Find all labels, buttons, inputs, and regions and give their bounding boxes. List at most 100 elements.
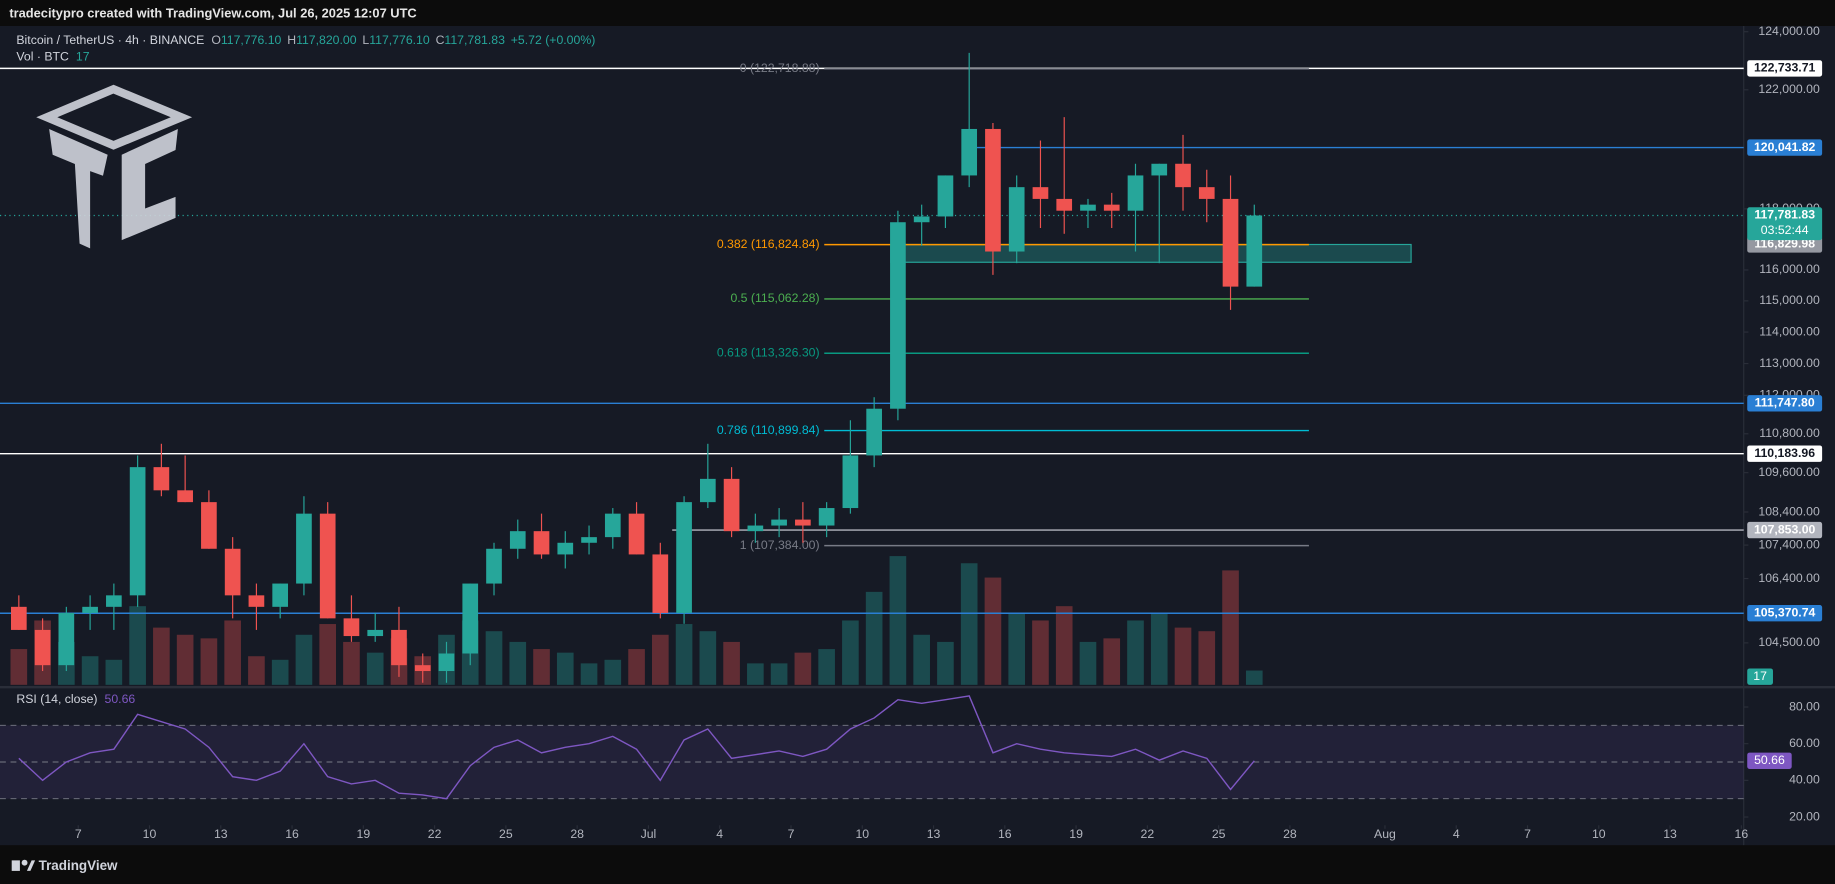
candle-body <box>486 548 502 584</box>
logo <box>36 84 193 249</box>
change: +5.72 (+0.00%) <box>511 33 596 47</box>
volume-bar <box>81 656 99 685</box>
candle-body <box>533 531 550 555</box>
volume-bar <box>1008 613 1026 685</box>
volume-bar <box>675 624 693 685</box>
fib-label: 1 (107,384.00) <box>740 538 820 552</box>
volume-bar <box>865 591 883 685</box>
volume-bar <box>366 652 384 685</box>
x-tick-label: 16 <box>1735 827 1749 841</box>
candle-body <box>1246 215 1263 287</box>
volume-bar <box>1127 620 1144 685</box>
candle-body <box>438 653 455 672</box>
candle-body <box>1151 163 1168 176</box>
ohlc-key: H <box>287 33 296 47</box>
ohlc-value: 117,776.10 <box>369 33 430 47</box>
y-tick-label: 104,500.00 <box>1758 635 1820 649</box>
volume-bar <box>913 634 930 685</box>
volume-bar <box>770 663 788 685</box>
volume-label: Vol · BTC <box>16 50 69 64</box>
volume-bar <box>295 634 313 685</box>
volume-bar <box>818 649 835 685</box>
x-tick-label: 25 <box>499 827 513 841</box>
ohlc-key: O <box>211 33 221 47</box>
candle-body <box>1056 198 1073 211</box>
candle-body <box>391 629 407 666</box>
y-tick-label: 106,400.00 <box>1758 571 1820 585</box>
candle-body <box>890 222 906 409</box>
volume-bar <box>533 649 550 685</box>
volume-bar <box>842 620 859 685</box>
x-tick-label: Jul <box>641 827 657 841</box>
volume-bar <box>652 634 669 685</box>
x-tick-label: 10 <box>855 827 869 841</box>
volume-badge <box>1747 668 1773 685</box>
fib-label: 0.5 (115,062.28) <box>730 291 819 305</box>
fib-label: 0.382 (116,824.84) <box>717 237 820 251</box>
candle-body <box>652 554 669 613</box>
candle-body <box>509 531 526 549</box>
candle-body <box>1222 198 1239 287</box>
volume-bar <box>1198 631 1216 685</box>
price-badge <box>1747 139 1823 156</box>
price-badge-label: 105,370.74 <box>1754 605 1816 619</box>
volume-bar <box>556 652 574 685</box>
volume-bar <box>580 663 598 685</box>
footer-icon <box>21 859 28 866</box>
candle-body <box>581 537 597 543</box>
price-badge-label: 116,829.98 <box>1754 237 1815 251</box>
candle-body <box>866 408 882 456</box>
chart-panel <box>0 25 1835 846</box>
candle-body <box>1032 187 1049 199</box>
candle-body <box>343 618 360 637</box>
x-tick-label: 4 <box>1453 827 1460 841</box>
price-badge-label: 117,781.83 <box>1754 208 1815 222</box>
x-tick-label: 7 <box>1524 827 1531 841</box>
ohlc-key: C <box>436 33 445 47</box>
candle-body <box>367 629 384 637</box>
volume-bar <box>604 659 622 685</box>
candle-body <box>604 513 621 538</box>
volume-bar <box>984 577 1002 685</box>
fib-label: 0.618 (113,326.30) <box>717 345 820 359</box>
volume-bar <box>105 659 123 685</box>
logo-t <box>49 128 108 249</box>
candle-body <box>106 595 122 607</box>
volume-bar <box>10 649 28 685</box>
candle-body <box>1198 187 1215 199</box>
price-badge <box>1747 445 1823 462</box>
rsi-title: RSI (14, close) <box>16 692 97 706</box>
candle-body <box>58 612 75 666</box>
y-tick-label: 108,400.00 <box>1758 504 1820 518</box>
candle-body <box>177 490 193 503</box>
candle-body <box>129 467 146 596</box>
candle-body <box>628 513 645 555</box>
x-tick-label: 13 <box>214 827 228 841</box>
y-tick-label: 124,000.00 <box>1758 24 1820 38</box>
candle-body <box>272 583 289 607</box>
legend-line: Bitcoin / TetherUS · 4h · BINANCE O117,77… <box>16 33 595 47</box>
volume-bar <box>699 631 717 685</box>
volume-last: 17 <box>76 50 90 64</box>
candle-body <box>1080 204 1096 211</box>
y-tick-label: 107,400.00 <box>1758 537 1820 551</box>
candle-body <box>937 175 954 217</box>
candle-body <box>747 525 764 532</box>
y-tick-label: 113,000.00 <box>1759 356 1820 370</box>
candle-body <box>842 455 859 509</box>
volume-bar <box>960 563 978 685</box>
volume-bar <box>1103 638 1121 685</box>
ohlc-value: 117,820.00 <box>296 33 357 47</box>
candle-body <box>557 542 574 555</box>
x-tick-label: 16 <box>285 827 299 841</box>
x-tick-label: 16 <box>998 827 1012 841</box>
candle-body <box>1175 163 1191 188</box>
y-tick-label: 60.00 <box>1789 736 1820 750</box>
volume-bar <box>176 634 194 685</box>
logo-top <box>36 84 193 150</box>
volume-bar <box>248 656 265 685</box>
volume-bar <box>224 620 241 685</box>
price-badge-label: 122,733.71 <box>1754 61 1816 75</box>
candle-body <box>676 502 692 613</box>
y-tick-label: 80.00 <box>1789 699 1820 713</box>
